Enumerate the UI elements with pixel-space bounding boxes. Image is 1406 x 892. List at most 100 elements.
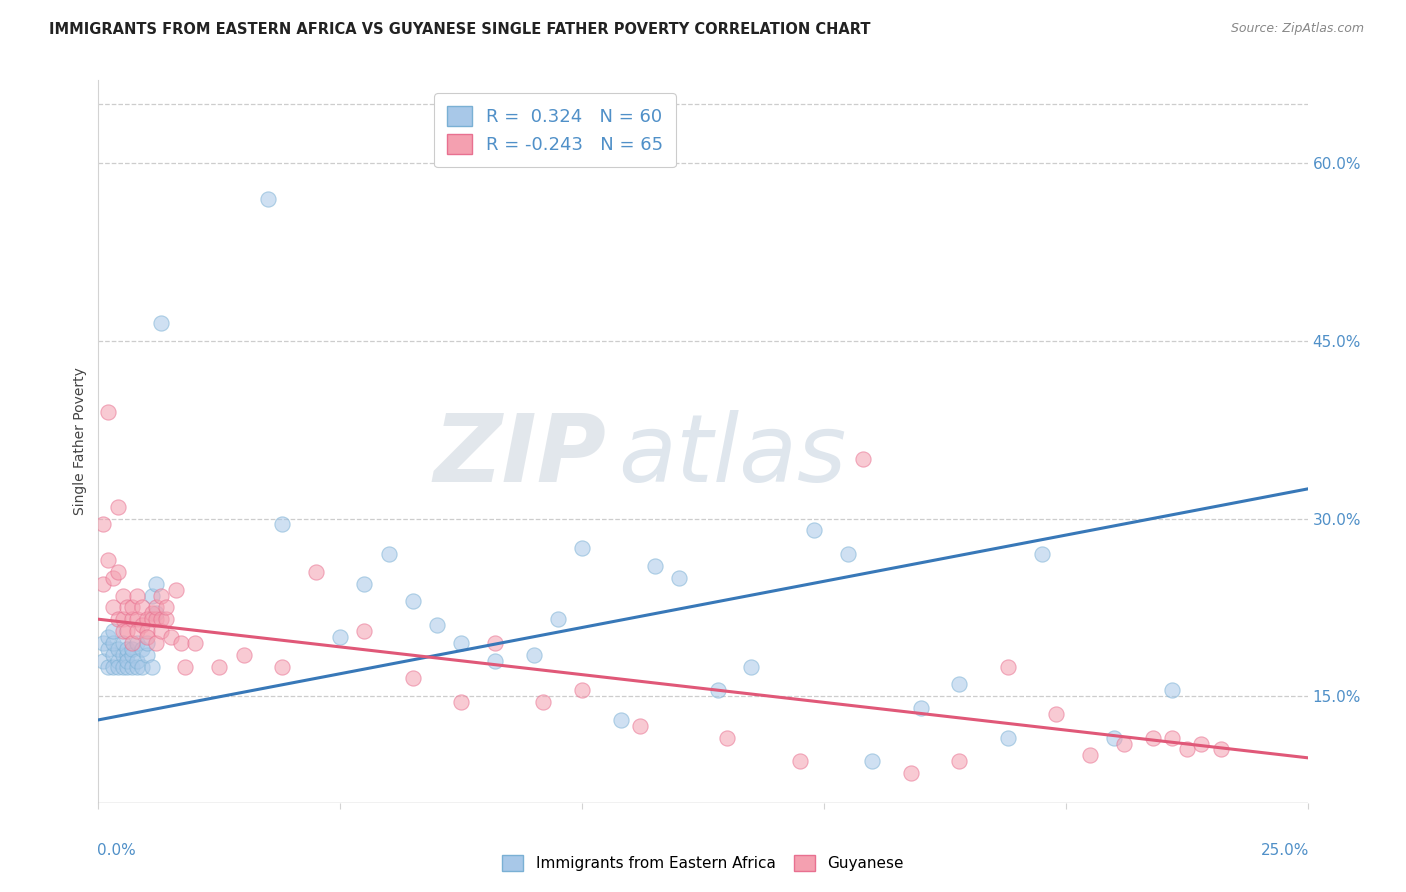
Point: [789, 755, 811, 769]
Point: [101, 624, 124, 638]
Point: [97, 630, 120, 644]
Point: [97, 553, 120, 567]
Point: [131, 659, 153, 673]
Point: [644, 558, 666, 573]
Point: [135, 648, 157, 662]
Point: [101, 571, 124, 585]
Point: [155, 612, 177, 626]
Point: [531, 695, 554, 709]
Point: [107, 659, 129, 673]
Point: [145, 612, 167, 626]
Point: [117, 654, 139, 668]
Point: [1102, 731, 1125, 745]
Point: [111, 612, 134, 626]
Point: [111, 648, 134, 662]
Text: atlas: atlas: [619, 410, 846, 501]
Point: [837, 547, 859, 561]
Point: [547, 612, 569, 626]
Point: [997, 731, 1019, 745]
Point: [402, 672, 425, 686]
Point: [145, 607, 167, 621]
Point: [145, 636, 167, 650]
Point: [271, 659, 294, 673]
Point: [155, 600, 177, 615]
Point: [97, 659, 120, 673]
Point: [910, 701, 932, 715]
Point: [160, 630, 183, 644]
Point: [740, 659, 762, 673]
Point: [484, 654, 506, 668]
Point: [329, 630, 352, 644]
Point: [610, 713, 633, 727]
Point: [107, 500, 129, 514]
Point: [107, 612, 129, 626]
Point: [135, 630, 157, 644]
Point: [150, 612, 173, 626]
Point: [900, 766, 922, 780]
Point: [135, 624, 157, 638]
Point: [131, 641, 153, 656]
Point: [121, 612, 143, 626]
Point: [174, 659, 197, 673]
Point: [1045, 706, 1067, 721]
Point: [256, 192, 278, 206]
Text: Source: ZipAtlas.com: Source: ZipAtlas.com: [1230, 22, 1364, 36]
Point: [101, 600, 124, 615]
Point: [571, 683, 593, 698]
Point: [1209, 742, 1232, 756]
Point: [121, 600, 143, 615]
Text: 25.0%: 25.0%: [1260, 843, 1309, 857]
Point: [121, 636, 143, 650]
Point: [117, 600, 139, 615]
Point: [117, 659, 139, 673]
Point: [111, 624, 134, 638]
Point: [127, 636, 149, 650]
Point: [271, 517, 294, 532]
Point: [101, 648, 124, 662]
Point: [121, 648, 143, 662]
Point: [426, 618, 449, 632]
Point: [127, 624, 149, 638]
Point: [141, 607, 163, 621]
Point: [716, 731, 738, 745]
Point: [948, 677, 970, 691]
Text: ZIP: ZIP: [433, 410, 606, 502]
Point: [803, 524, 825, 538]
Point: [1175, 742, 1198, 756]
Point: [353, 624, 375, 638]
Point: [91, 654, 114, 668]
Point: [101, 659, 124, 673]
Point: [127, 654, 149, 668]
Point: [353, 576, 375, 591]
Point: [127, 659, 149, 673]
Point: [141, 589, 163, 603]
Point: [111, 659, 134, 673]
Point: [127, 589, 149, 603]
Point: [145, 600, 167, 615]
Point: [997, 659, 1019, 673]
Point: [91, 576, 114, 591]
Text: IMMIGRANTS FROM EASTERN AFRICA VS GUYANESE SINGLE FATHER POVERTY CORRELATION CHA: IMMIGRANTS FROM EASTERN AFRICA VS GUYANE…: [49, 22, 870, 37]
Point: [101, 636, 124, 650]
Point: [1142, 731, 1164, 745]
Point: [150, 624, 173, 638]
Point: [141, 659, 163, 673]
Point: [165, 582, 187, 597]
Point: [1112, 737, 1135, 751]
Point: [121, 641, 143, 656]
Point: [135, 636, 157, 650]
Point: [97, 641, 120, 656]
Point: [484, 636, 506, 650]
Point: [150, 589, 173, 603]
Point: [141, 612, 163, 626]
Point: [305, 565, 328, 579]
Point: [131, 600, 153, 615]
Legend: R =  0.324   N = 60, R = -0.243   N = 65: R = 0.324 N = 60, R = -0.243 N = 65: [434, 93, 676, 167]
Point: [860, 755, 883, 769]
Point: [948, 755, 970, 769]
Point: [1031, 547, 1053, 561]
Point: [107, 565, 129, 579]
Point: [208, 659, 231, 673]
Point: [117, 648, 139, 662]
Point: [107, 641, 129, 656]
